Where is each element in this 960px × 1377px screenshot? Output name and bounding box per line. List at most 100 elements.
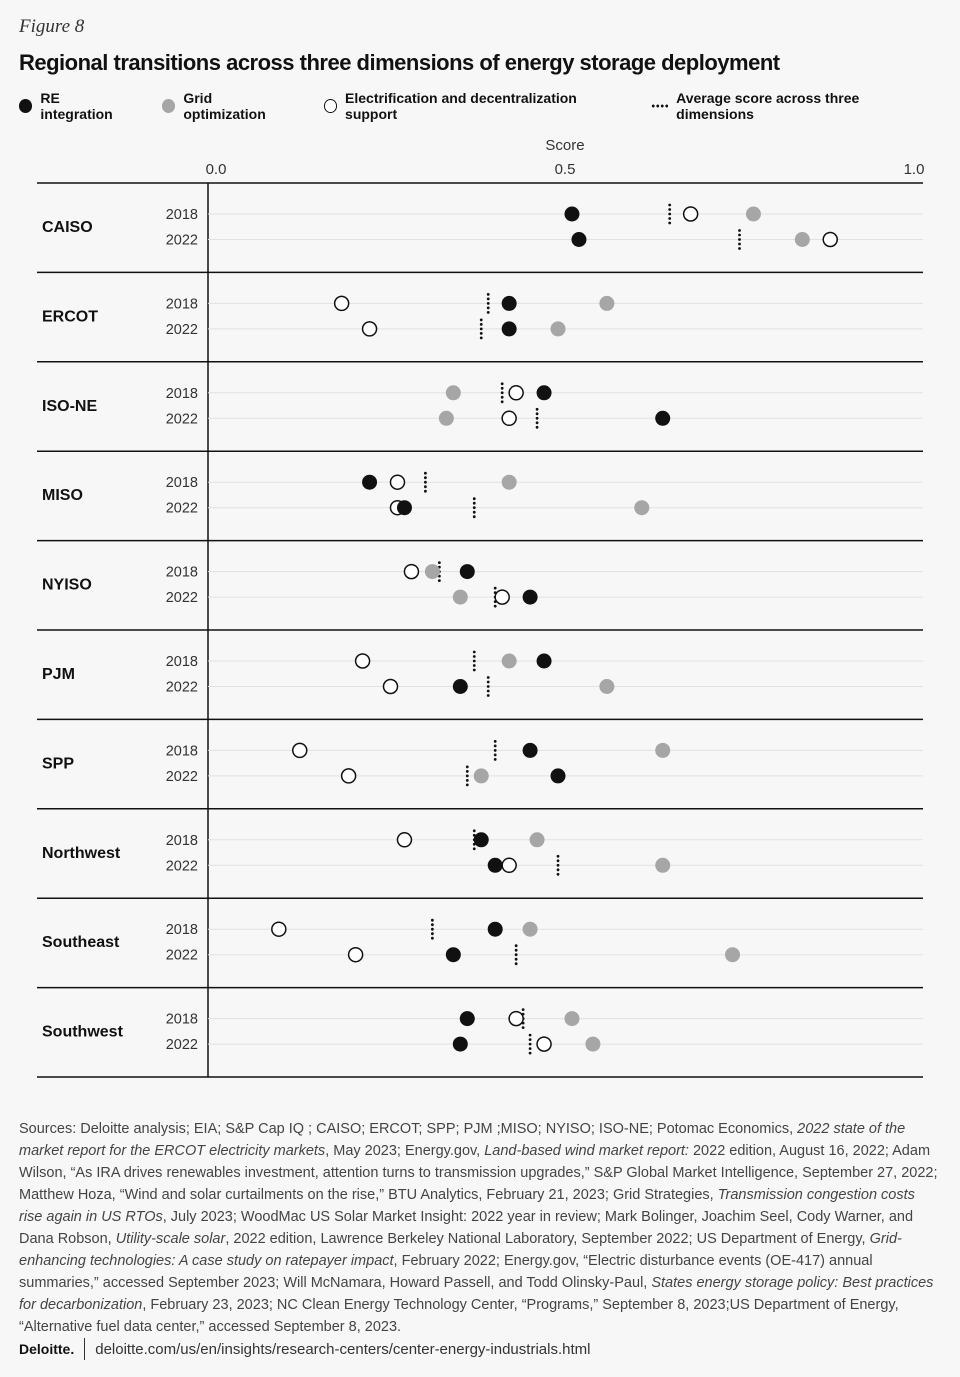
average-marker-dot xyxy=(424,480,427,484)
average-marker-dot xyxy=(556,854,560,858)
source-segment: Grid-enhancing technologies: A case stud… xyxy=(19,1231,902,1269)
average-marker-dot xyxy=(430,918,434,922)
electrification-dot xyxy=(292,742,308,759)
dot-plot: Score 0.0 0.5 1.0 CAISO 2018 2022 ERCOT 2018 2022… xyxy=(37,137,924,1078)
average-marker-dot xyxy=(493,753,497,757)
x-axis-label: Score xyxy=(545,137,584,154)
average-marker-dot xyxy=(535,407,539,411)
average-marker-dot xyxy=(738,233,741,237)
region-label: Southeast xyxy=(42,934,120,951)
year-label: 2022 xyxy=(166,322,198,338)
source-segment: 2022 edition, August 16, 2022; Adam Wils… xyxy=(19,1143,938,1203)
year-label: 2018 xyxy=(166,743,198,759)
average-marker-dot xyxy=(472,668,476,672)
region-label: ERCOT xyxy=(42,308,98,325)
grid-optimization-dot xyxy=(522,921,538,937)
re-integration-dot xyxy=(536,385,552,401)
sources-note: Sources: Deloitte analysis; EIA; S&P Cap… xyxy=(19,1118,939,1338)
average-marker-dot xyxy=(500,386,504,390)
average-marker-dot xyxy=(472,501,476,505)
figure-label: Figure 8 xyxy=(19,16,85,37)
average-marker-dot xyxy=(514,953,518,957)
average-marker-dot xyxy=(465,783,469,787)
re-integration-dot xyxy=(459,564,475,580)
average-marker-dot xyxy=(535,425,539,429)
grid-optimization-dot xyxy=(424,564,440,580)
year-label: 2018 xyxy=(166,922,198,938)
year-label: 2018 xyxy=(166,207,198,223)
grid-optimization-dot xyxy=(438,410,454,426)
average-marker-dot xyxy=(472,510,476,514)
region-label: CAISO xyxy=(42,219,93,236)
average-marker-dot xyxy=(479,323,483,326)
year-label: 2022 xyxy=(166,233,198,249)
average-marker-dot xyxy=(424,485,427,489)
chart-title: Regional transitions across three dimens… xyxy=(19,50,780,75)
average-marker-dot xyxy=(493,740,497,743)
black-dot-icon xyxy=(19,99,33,113)
average-marker-dot xyxy=(668,217,672,220)
year-label: 2022 xyxy=(166,1037,198,1053)
re-integration-dot xyxy=(362,474,378,490)
footer: Deloitte. deloitte.com/us/en/insights/re… xyxy=(19,1338,590,1360)
year-label: 2018 xyxy=(166,386,198,402)
grid-optimization-dot xyxy=(634,500,650,516)
average-marker-dot xyxy=(535,416,539,420)
footer-url[interactable]: deloitte.com/us/en/insights/research-cen… xyxy=(95,1340,591,1358)
dotted-line-icon xyxy=(650,104,669,108)
source-segment: 2022 state of the market report for the … xyxy=(19,1121,906,1159)
average-marker-dot xyxy=(472,650,476,654)
x-tick-label: 0.5 xyxy=(555,161,576,178)
electrification-dot xyxy=(354,653,371,669)
average-marker-dot xyxy=(528,1033,532,1037)
average-marker-dot xyxy=(479,336,483,340)
electrification-dot xyxy=(389,474,406,490)
electrification-dot xyxy=(333,295,350,312)
average-marker-dot xyxy=(556,872,560,876)
year-label: 2018 xyxy=(166,475,198,491)
re-integration-dot xyxy=(501,295,517,311)
average-marker-dot xyxy=(528,1038,532,1041)
re-integration-dot xyxy=(536,653,552,669)
re-integration-dot xyxy=(522,589,538,605)
source-segment: Utility-scale solar xyxy=(115,1231,226,1247)
legend-elec: Electrification and decentralization sup… xyxy=(323,90,621,122)
grid-optimization-dot xyxy=(452,589,468,605)
average-marker-dot xyxy=(521,1008,525,1011)
average-marker-dot xyxy=(424,476,427,480)
electrification-dot xyxy=(501,857,517,874)
grid-optimization-dot xyxy=(745,206,761,222)
average-marker-dot xyxy=(424,471,427,475)
year-label: 2018 xyxy=(166,1012,198,1028)
re-integration-dot xyxy=(655,410,671,426)
average-marker-dot xyxy=(424,489,427,493)
re-integration-dot xyxy=(445,947,461,963)
legend-label: RE integration xyxy=(40,90,113,122)
grid-optimization-dot xyxy=(655,857,671,873)
white-dot-icon xyxy=(323,99,338,113)
grid-optimization-dot xyxy=(564,1011,580,1027)
average-marker-dot xyxy=(472,664,476,667)
grid-optimization-dot xyxy=(501,653,517,669)
year-label: 2022 xyxy=(166,858,198,874)
re-integration-dot xyxy=(459,1011,475,1027)
average-marker-dot xyxy=(500,391,504,395)
average-marker-dot xyxy=(465,765,469,769)
source-segment: , February 23, 2023; NC Clean Energy Tec… xyxy=(19,1297,899,1335)
average-marker-dot xyxy=(514,948,518,952)
electrification-dot xyxy=(822,231,838,248)
source-segment: States energy storage policy: Best pract… xyxy=(19,1275,934,1313)
year-label: 2022 xyxy=(166,769,198,785)
average-marker-dot xyxy=(479,327,483,331)
average-marker-dot xyxy=(479,318,483,322)
average-marker-dot xyxy=(493,758,497,761)
grid-optimization-dot xyxy=(599,295,615,311)
average-marker-dot xyxy=(535,421,539,425)
grid-optimization-dot xyxy=(473,768,489,784)
re-integration-dot xyxy=(396,500,412,516)
average-marker-dot xyxy=(430,936,434,940)
average-marker-dot xyxy=(465,779,469,782)
average-marker-dot xyxy=(668,212,672,216)
gray-dot-icon xyxy=(161,99,176,113)
re-integration-dot xyxy=(501,321,517,337)
